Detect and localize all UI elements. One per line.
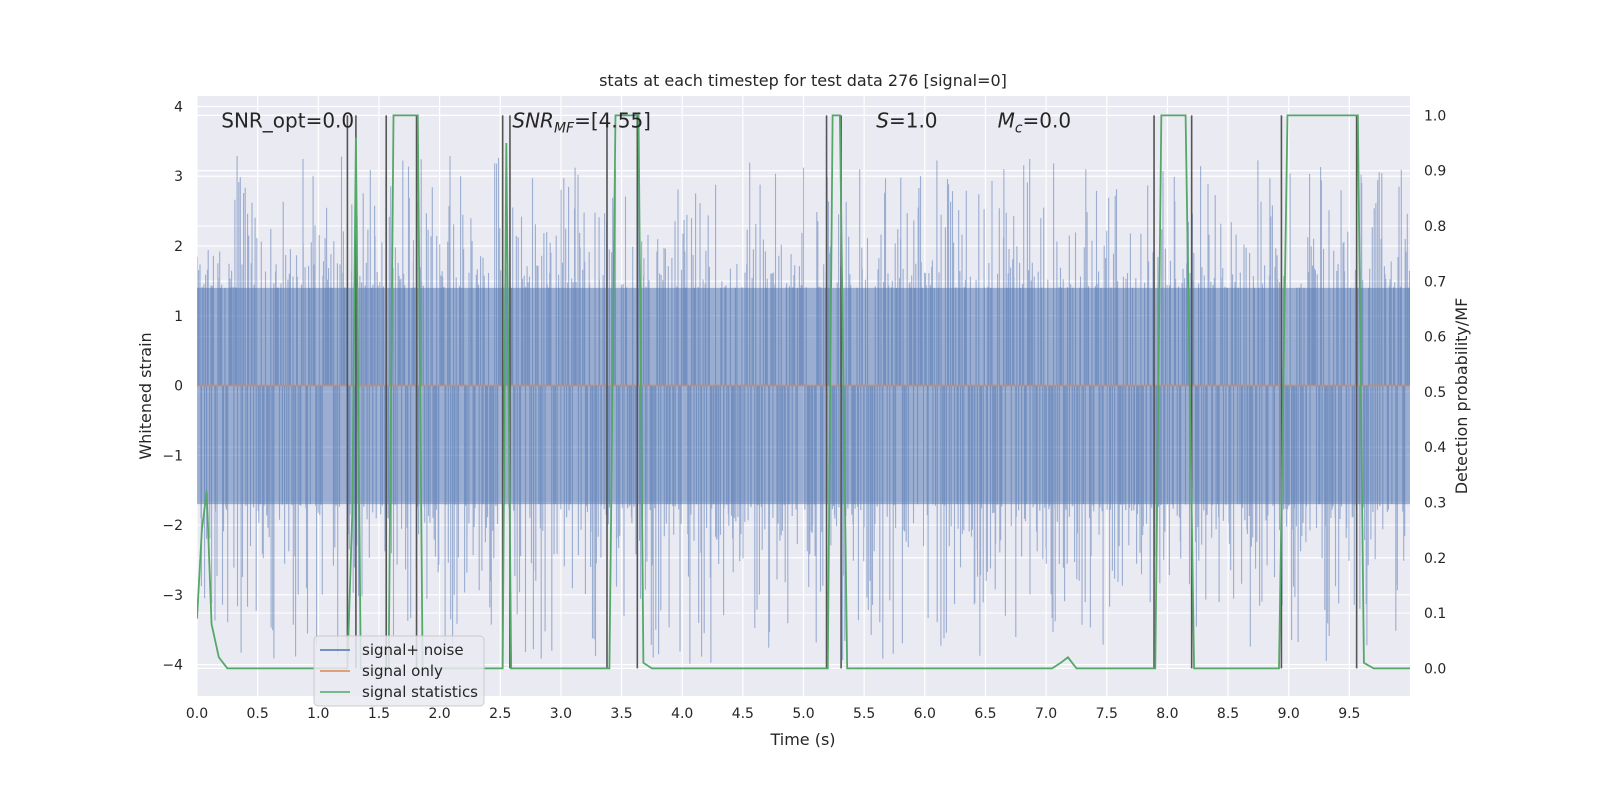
legend-box xyxy=(313,635,485,707)
x-axis-label: Time (s) xyxy=(769,730,835,749)
signal-noise-series xyxy=(197,155,1410,664)
x-tick-label: 7.5 xyxy=(1096,706,1118,722)
y-tick-label: −1 xyxy=(162,448,183,464)
y2-tick-label: 0.0 xyxy=(1424,661,1446,677)
legend-label-signal-statistics: signal statistics xyxy=(362,683,478,701)
signal-statistics-series xyxy=(197,114,1410,670)
x-tick-label: 9.5 xyxy=(1338,706,1360,722)
legend: signal+ noise signal only signal statist… xyxy=(313,635,485,707)
y2-tick-label: 0.2 xyxy=(1424,551,1446,567)
x-tick-label: 4.0 xyxy=(671,706,693,722)
y-tick-label: 0 xyxy=(174,379,183,395)
y2-tick-label: 0.8 xyxy=(1424,219,1446,235)
legend-label-signal-noise: signal+ noise xyxy=(362,641,464,659)
y-tick-label: 2 xyxy=(174,239,183,255)
x-tick-label: 1.0 xyxy=(307,706,329,722)
y2-tick-label: 0.4 xyxy=(1424,440,1446,456)
y-tick-label: −2 xyxy=(162,518,183,534)
annotation-3: Mc=0.0 xyxy=(998,108,1072,136)
y-tick-label: 1 xyxy=(174,309,183,325)
x-tick-label: 2.0 xyxy=(428,706,450,722)
data-layer xyxy=(197,114,1410,670)
x-tick-label: 2.5 xyxy=(489,706,511,722)
y2-axis-label: Detection probability/MF xyxy=(1452,298,1471,495)
x-tick-label: 6.0 xyxy=(914,706,936,722)
x-tick-label: 3.5 xyxy=(610,706,632,722)
x-tick-label: 8.0 xyxy=(1156,706,1178,722)
x-tick-label: 0.0 xyxy=(186,706,208,722)
x-tick-label: 9.0 xyxy=(1278,706,1300,722)
y-axis-label: Whitened strain xyxy=(136,332,155,459)
y-tick-labels: −4 −3 −2 −1 0 1 2 3 4 xyxy=(162,99,183,673)
y2-tick-label: 0.1 xyxy=(1424,606,1446,622)
x-tick-labels: 0.0 0.5 1.0 1.5 2.0 2.5 3.0 3.5 4.0 4.5 5.0 5.5 6.0 6… xyxy=(186,706,1361,722)
x-tick-label: 7.0 xyxy=(1035,706,1057,722)
y-tick-label: −3 xyxy=(162,588,183,604)
y2-tick-label: 0.6 xyxy=(1424,330,1446,346)
x-tick-label: 8.5 xyxy=(1217,706,1239,722)
annotation-1: SNRMF=[4.55] xyxy=(512,108,651,136)
y2-tick-label: 0.7 xyxy=(1424,274,1446,290)
chart-title: stats at each timestep for test data 276… xyxy=(599,71,1007,90)
y2-tick-label: 1.0 xyxy=(1424,108,1446,124)
x-tick-label: 5.0 xyxy=(792,706,814,722)
x-tick-label: 6.5 xyxy=(974,706,996,722)
annotation-0: SNR_opt=0.0 xyxy=(221,108,354,132)
y2-tick-label: 0.3 xyxy=(1424,495,1446,511)
legend-label-signal-only: signal only xyxy=(362,662,443,680)
y-tick-label: −4 xyxy=(162,658,183,674)
y2-tick-label: 0.5 xyxy=(1424,385,1446,401)
x-tick-label: 0.5 xyxy=(247,706,269,722)
x-tick-label: 5.5 xyxy=(853,706,875,722)
x-tick-label: 4.5 xyxy=(732,706,754,722)
x-tick-label: 1.5 xyxy=(368,706,390,722)
annotations: SNR_opt=0.0 SNRMF=[4.55] S=1.0 Mc=0.0 xyxy=(221,108,1071,136)
x-tick-label: 3.0 xyxy=(550,706,572,722)
y2-tick-labels: 0.0 0.1 0.2 0.3 0.4 0.5 0.6 0.7 0.8 0.9 1.0 xyxy=(1424,108,1446,677)
y-tick-label: 4 xyxy=(174,99,183,115)
y2-tick-label: 0.9 xyxy=(1424,164,1446,180)
y-tick-label: 3 xyxy=(174,169,183,185)
annotation-2: S=1.0 xyxy=(876,108,937,132)
